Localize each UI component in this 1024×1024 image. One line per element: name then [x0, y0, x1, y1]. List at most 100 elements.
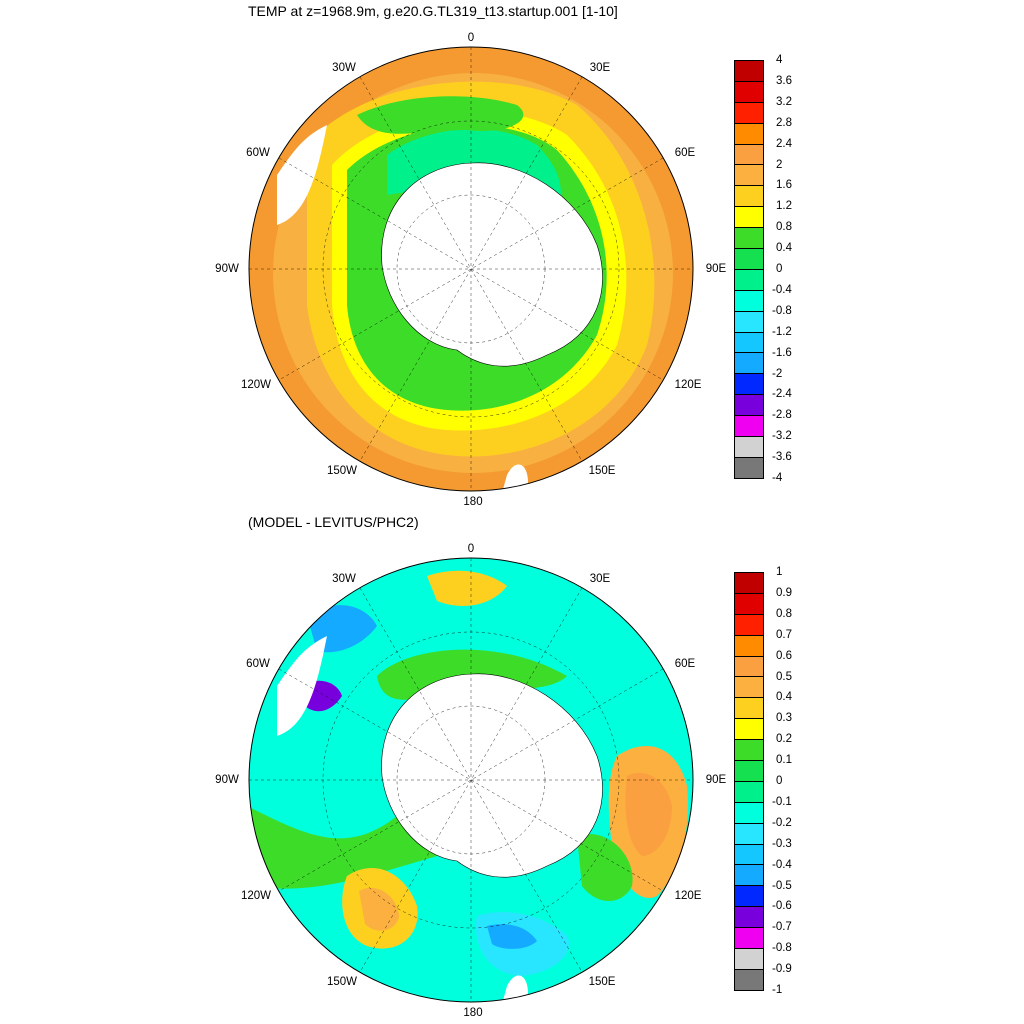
- temp-colorbar-swatch: [734, 185, 764, 207]
- temp-colorbar-label: -2.8: [772, 409, 792, 422]
- anomaly-colorbar-swatch: [734, 697, 764, 719]
- anomaly-colorbar-label: -0.5: [772, 879, 792, 892]
- map2-lon-180: 180: [463, 1007, 483, 1019]
- temp-colorbar-label: 3.2: [776, 95, 792, 108]
- temp-colorbar-swatch: [734, 331, 764, 353]
- anomaly-colorbar-label: -0.8: [772, 942, 792, 955]
- anomaly-colorbar-label: 0.9: [776, 586, 792, 599]
- map2-lon-30w: 30W: [332, 573, 356, 585]
- temp-colorbar-swatch: [734, 60, 764, 81]
- temp-colorbar-swatch: [734, 143, 764, 165]
- anomaly-colorbar: [734, 572, 764, 991]
- temp-colorbar-swatch: [734, 122, 764, 144]
- temp-colorbar-swatch: [734, 268, 764, 290]
- anomaly-colorbar-label: -1: [772, 984, 783, 996]
- map2-lon-120e: 120E: [674, 890, 702, 902]
- map2-lon-90e: 90E: [705, 774, 727, 786]
- temp-colorbar-swatch: [734, 80, 764, 102]
- temp-colorbar-label: 3.6: [776, 74, 792, 87]
- temp-colorbar-swatch: [734, 164, 764, 186]
- anomaly-colorbar-swatch: [734, 885, 764, 907]
- panel2-title: (MODEL - LEVITUS/PHC2): [248, 514, 419, 530]
- map1-lon-150e: 150E: [588, 465, 616, 477]
- anomaly-colorbar-label: 0.8: [776, 607, 792, 620]
- anomaly-colorbar-swatch: [734, 592, 764, 614]
- temp-colorbar: [734, 60, 764, 479]
- map1-lon-60w: 60W: [246, 147, 270, 159]
- anomaly-colorbar-swatch: [734, 927, 764, 949]
- temp-colorbar-label: 0.4: [776, 242, 792, 255]
- temp-colorbar-label: 0.8: [776, 221, 792, 234]
- anomaly-colorbar-swatch: [734, 780, 764, 802]
- anomaly-colorbar-label: -0.7: [772, 921, 792, 934]
- anomaly-colorbar-swatch: [734, 613, 764, 635]
- temp-colorbar-label: -1.2: [772, 325, 792, 338]
- temp-colorbar-label: -1.6: [772, 346, 792, 359]
- map1-lon-30w: 30W: [332, 62, 356, 74]
- temp-colorbar-swatch: [734, 415, 764, 437]
- temp-colorbar-label: 2.4: [776, 137, 792, 150]
- map1-lon-90e: 90E: [705, 263, 727, 275]
- temp-colorbar-label: -0.4: [772, 283, 792, 296]
- anomaly-colorbar-swatch: [734, 655, 764, 677]
- temp-colorbar-label: -4: [772, 472, 783, 484]
- temp-colorbar-label: -3.6: [772, 451, 792, 464]
- anomaly-colorbar-swatch: [734, 864, 764, 886]
- map2-lon-120w: 120W: [240, 890, 272, 902]
- temp-colorbar-label: 0: [776, 263, 783, 275]
- temp-colorbar-swatch: [734, 101, 764, 123]
- anomaly-colorbar-label: 0.6: [776, 649, 792, 662]
- temp-colorbar-label: 1.6: [776, 179, 792, 192]
- temp-polar-map: [248, 46, 694, 492]
- temp-colorbar-swatch: [734, 206, 764, 228]
- anomaly-polar-map: [248, 557, 694, 1003]
- anomaly-colorbar-label: -0.1: [772, 795, 792, 808]
- map1-lon-180: 180: [463, 496, 483, 508]
- anomaly-colorbar-label: 1: [776, 566, 783, 578]
- map1-lon-30e: 30E: [589, 62, 611, 74]
- anomaly-colorbar-swatch: [734, 760, 764, 781]
- temp-colorbar-label: -3.2: [772, 430, 792, 443]
- anomaly-colorbar-label: 0.5: [776, 670, 792, 683]
- anomaly-colorbar-label: -0.2: [772, 816, 792, 829]
- map2-lon-90w: 90W: [215, 774, 239, 786]
- anomaly-colorbar-label: 0.7: [776, 628, 792, 641]
- anomaly-colorbar-swatch: [734, 634, 764, 656]
- temp-colorbar-swatch: [734, 310, 764, 332]
- temp-colorbar-swatch: [734, 248, 764, 269]
- map2-lon-150e: 150E: [588, 976, 616, 988]
- anomaly-colorbar-label: 0: [776, 775, 783, 787]
- map2-lon-0: 0: [467, 543, 475, 555]
- map1-lon-0: 0: [467, 32, 475, 44]
- anomaly-colorbar-swatch: [734, 676, 764, 698]
- anomaly-colorbar-swatch: [734, 718, 764, 740]
- anomaly-colorbar-swatch: [734, 801, 764, 823]
- temp-colorbar-swatch: [734, 456, 764, 479]
- anomaly-colorbar-label: -0.9: [772, 963, 792, 976]
- anomaly-colorbar-label: 0.2: [776, 733, 792, 746]
- anomaly-colorbar-swatch: [734, 822, 764, 844]
- anomaly-colorbar-label: 0.3: [776, 712, 792, 725]
- map1-lon-90w: 90W: [215, 263, 239, 275]
- anomaly-colorbar-label: 0.4: [776, 691, 792, 704]
- anomaly-colorbar-swatch: [734, 739, 764, 761]
- anomaly-colorbar-label: 0.1: [776, 754, 792, 767]
- anomaly-colorbar-label: -0.4: [772, 858, 792, 871]
- anomaly-colorbar-swatch: [734, 572, 764, 593]
- temp-colorbar-label: -0.8: [772, 304, 792, 317]
- temp-colorbar-swatch: [734, 436, 764, 457]
- temp-colorbar-label: 2: [776, 158, 783, 171]
- map1-lon-120w: 120W: [240, 379, 272, 391]
- temp-colorbar-swatch: [734, 373, 764, 395]
- map1-lon-120e: 120E: [674, 379, 702, 391]
- map1-lon-150w: 150W: [326, 465, 358, 477]
- map1-lon-60e: 60E: [674, 147, 696, 159]
- temp-colorbar-swatch: [734, 289, 764, 311]
- temp-colorbar-label: -2.4: [772, 388, 792, 401]
- temp-colorbar-swatch: [734, 227, 764, 249]
- anomaly-colorbar-label: -0.3: [772, 837, 792, 850]
- anomaly-colorbar-swatch: [734, 968, 764, 991]
- anomaly-colorbar-swatch: [734, 843, 764, 865]
- temp-colorbar-label: 2.8: [776, 116, 792, 129]
- anomaly-colorbar-label: -0.6: [772, 900, 792, 913]
